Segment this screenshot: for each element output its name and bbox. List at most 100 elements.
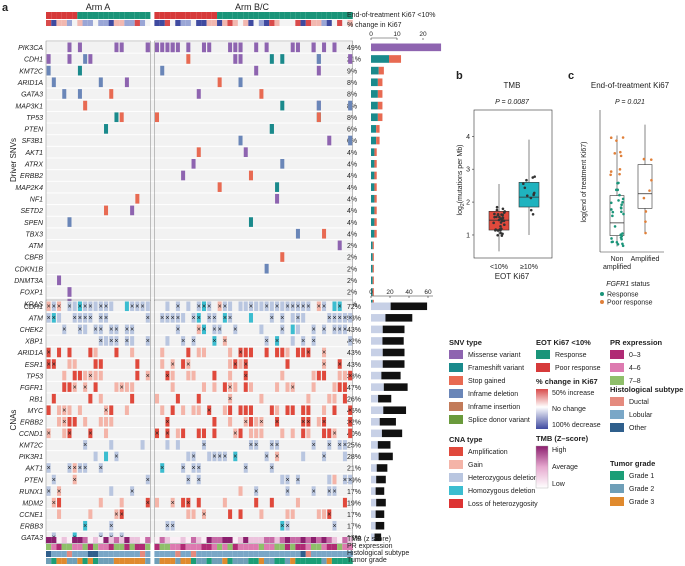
cna-cell	[124, 301, 129, 312]
pr-cell	[103, 544, 109, 550]
hist-cell	[87, 551, 93, 557]
eot-cell	[264, 12, 270, 19]
loh-mark: ×	[207, 304, 211, 311]
cna-cell	[306, 405, 311, 415]
hist-legend-label: Other	[629, 425, 647, 432]
grade-cell	[145, 558, 151, 564]
grade-cell	[316, 558, 322, 564]
hist-cell	[134, 551, 140, 557]
loh-mark: ×	[233, 454, 237, 461]
cna-cell	[145, 497, 150, 508]
eot-cell	[237, 12, 244, 19]
loh-mark: ×	[67, 304, 71, 311]
panel-a-label: a	[2, 2, 9, 14]
cna-cell	[275, 382, 280, 392]
cna-cell	[83, 417, 88, 427]
loh-mark: ×	[192, 454, 196, 461]
pr-cell	[87, 544, 93, 550]
grade-cell	[170, 558, 176, 564]
cna-cell	[165, 440, 170, 450]
cna-cell	[175, 428, 180, 439]
tmb-cell	[61, 537, 67, 543]
tmb-point	[533, 175, 536, 178]
ki67-point	[621, 244, 625, 248]
cna-cell	[222, 451, 227, 462]
cna-cell	[119, 509, 124, 519]
ki67-group-label: Non	[611, 256, 624, 263]
cna-cell	[238, 359, 243, 369]
loh-mark: ×	[73, 465, 77, 472]
cna-cell	[322, 370, 327, 381]
tmb-point	[499, 221, 503, 224]
tmb-point	[496, 233, 499, 237]
loh-mark: ×	[186, 500, 190, 507]
loh-mark: ×	[125, 338, 129, 345]
pr-cell	[237, 544, 244, 550]
tmb-title: TMB	[504, 81, 521, 90]
tmb-cell	[295, 537, 301, 543]
cna-cell	[275, 417, 280, 427]
ki67-change-cell	[82, 20, 88, 26]
snv-cell	[88, 54, 93, 64]
snv-cell	[348, 100, 353, 111]
tmb-point	[500, 227, 503, 231]
cna-bar	[371, 325, 383, 334]
cna-cell	[175, 301, 180, 312]
cna-cell	[124, 405, 129, 415]
cna-cell	[332, 474, 337, 485]
pr-cell	[196, 544, 202, 550]
loh-mark: ×	[332, 523, 336, 530]
snv-bar	[371, 241, 373, 250]
cna-gene-label: ARID1A	[17, 350, 44, 357]
cna-cell	[295, 497, 300, 508]
eot-cell	[295, 12, 301, 19]
grade-cell	[103, 558, 109, 564]
ki67-legend-swatch	[600, 292, 604, 296]
hist-cell	[337, 551, 343, 557]
snv-cell	[295, 42, 300, 53]
eot-cell	[347, 12, 353, 19]
tmb-cell	[108, 537, 114, 543]
snv-cell	[46, 65, 51, 76]
cna-cell	[175, 393, 180, 404]
cna-cell	[83, 301, 88, 312]
cna-cell	[327, 440, 332, 450]
cna-bar	[381, 429, 403, 438]
pr-cell	[279, 544, 285, 550]
eot-cell	[326, 12, 332, 19]
cna-cell	[67, 359, 72, 369]
cna-cell	[62, 370, 67, 381]
cna-pct-label: 53%	[347, 316, 361, 323]
grade-cell	[82, 558, 88, 564]
hist-track-label: Histological subtype	[347, 550, 409, 557]
cna-cell	[301, 428, 306, 439]
grade-legend-label: Grade 2	[629, 486, 654, 493]
cna-cell	[93, 359, 98, 369]
ki67-change-cell	[232, 20, 238, 26]
grade-cell	[87, 558, 93, 564]
cna-cell	[196, 313, 201, 323]
cna-pct-label: 47%	[347, 385, 361, 392]
snv-cell	[124, 77, 129, 88]
ki67-change-cell	[51, 20, 57, 26]
snv-cell	[130, 205, 135, 216]
tmb-plot-frame	[473, 109, 553, 259]
snv-gene-label: KRAS	[24, 301, 43, 308]
cna-pct-label: 25%	[347, 443, 361, 450]
loh-mark: ×	[223, 304, 227, 311]
cna-cell	[285, 474, 290, 485]
eot-cell	[274, 12, 280, 19]
snv-cell	[155, 112, 160, 123]
snv-legend-label: Frameshift variant	[468, 365, 524, 372]
cna-cell	[316, 417, 321, 427]
loh-mark: ×	[165, 523, 169, 530]
grade-cell	[129, 558, 135, 564]
cna-pct-label: 19%	[347, 500, 361, 507]
loh-mark: ×	[296, 477, 300, 484]
eot-cell	[139, 12, 146, 19]
cna-cell	[130, 382, 135, 392]
cna-cell	[248, 347, 253, 358]
hist-cell	[295, 551, 301, 557]
cna-cell	[160, 313, 165, 323]
ki67-box	[637, 164, 653, 209]
